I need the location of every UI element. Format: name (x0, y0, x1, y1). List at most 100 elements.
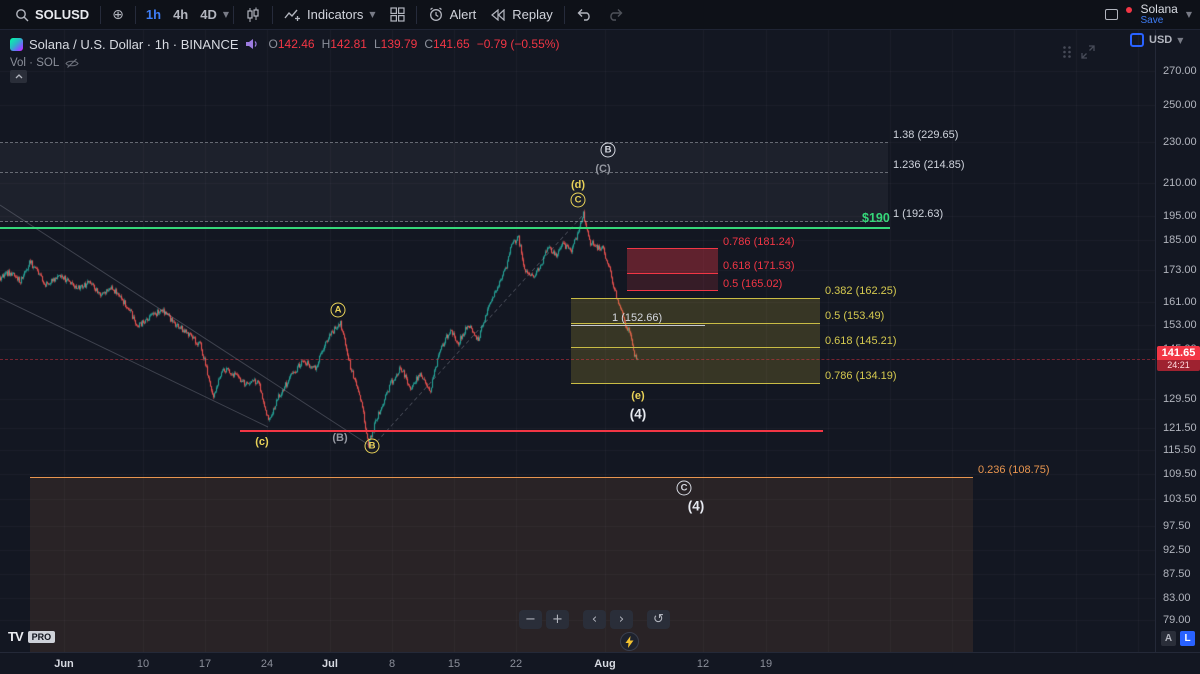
eye-hidden-icon[interactable] (65, 58, 79, 69)
fib-yellow-label: 0.786 (134.19) (825, 370, 897, 383)
time-axis[interactable]: Jun 10 17 24 Jul 8 15 22 Aug 12 19 (0, 652, 1200, 674)
last-price-line (0, 358, 1155, 360)
save-button[interactable]: Save (1140, 14, 1164, 26)
wave-label[interactable]: C (676, 480, 692, 496)
fib-yellow-line (571, 297, 820, 299)
fib-inner-line (571, 325, 705, 327)
volume-indicator-label[interactable]: Vol · SOL (10, 57, 60, 69)
chart-style-button[interactable] (238, 3, 268, 27)
replay-label: Replay (512, 7, 553, 22)
price-axis-label: 129.50 (1163, 393, 1197, 406)
price-axis-label: 87.50 (1163, 568, 1191, 581)
log-scale-button[interactable]: L (1180, 631, 1195, 646)
chart-legend: Solana / U.S. Dollar · 1h · BINANCE O142… (10, 35, 559, 70)
wave-label[interactable]: B (600, 142, 616, 158)
price-axis[interactable]: 141.65 24:21 A L 270.00 250.00 230.00 210.0… (1155, 30, 1200, 652)
open-value: 142.46 (277, 37, 315, 51)
time-axis-label: Aug (594, 658, 616, 670)
alert-price-label: $190 (862, 210, 890, 225)
unsaved-changes-dot (1126, 6, 1133, 13)
tv-logo-mark: TV (8, 629, 24, 644)
change-value: −0.79 (−0.55%) (476, 37, 560, 51)
fib-yellow-line (571, 347, 820, 349)
currency-label: USD (1149, 34, 1173, 46)
pane-maximize-icon[interactable] (1081, 45, 1095, 59)
reset-chart-button[interactable]: ↺ (647, 610, 670, 629)
pane-drag-handle-icon[interactable] (1062, 45, 1072, 59)
currency-selector[interactable]: USD ▼ (1130, 33, 1183, 47)
fib-extension-zone (0, 142, 888, 222)
interval-4h[interactable]: 4h (173, 7, 189, 22)
quick-trade-button[interactable] (620, 632, 639, 651)
scroll-left-button[interactable]: ‹ (583, 610, 606, 629)
interval-menu-caret[interactable]: ▼ (222, 10, 230, 19)
toolbar-divider (272, 5, 274, 24)
fib-orange-label: 0.236 (108.75) (978, 464, 1050, 477)
alert-label: Alert (449, 7, 477, 22)
fib-extension-label: 1.38 (229.65) (893, 128, 959, 141)
trendline[interactable] (0, 204, 373, 448)
candlestick-icon (247, 7, 259, 22)
wave-label[interactable]: (C) (595, 163, 611, 175)
indicators-label: Indicators (307, 7, 364, 22)
wave-label[interactable]: C (570, 192, 586, 208)
high-value: 142.81 (330, 37, 367, 51)
zoom-in-button[interactable]: + (546, 610, 569, 629)
price-axis-label: 195.00 (1163, 210, 1197, 223)
wave-label[interactable]: (e) (631, 390, 645, 402)
price-axis-label: 92.50 (1163, 543, 1191, 556)
scroll-right-button[interactable]: › (610, 610, 633, 629)
wave-label[interactable]: B (364, 438, 380, 454)
price-axis-label: 185.00 (1163, 233, 1197, 246)
alert-price-line (0, 226, 890, 229)
alert-button[interactable]: Alert (421, 3, 484, 27)
interval-1h[interactable]: 1h (145, 7, 162, 22)
chart-pane: 1.38 (229.65) 1.236 (214.85) 1 (192.63) $19… (0, 30, 1155, 652)
compare-add-icon[interactable]: ⊕ (112, 6, 124, 23)
undo-button[interactable] (569, 3, 600, 27)
tradingview-logo[interactable]: TV PRO (8, 629, 56, 644)
toolbar-divider (415, 5, 417, 24)
high-label: H (321, 37, 331, 51)
pane-tools (1062, 45, 1095, 59)
time-axis-label: 15 (447, 658, 461, 670)
fib-inner-label: 1 (152.66) (612, 311, 663, 324)
fib-orange-zone (30, 477, 973, 652)
popout-window-icon[interactable] (1105, 9, 1119, 20)
replay-rewind-icon (491, 8, 505, 21)
time-axis-label: 10 (136, 658, 150, 670)
interval-4d[interactable]: 4D (200, 7, 217, 22)
wave-label[interactable]: (4) (687, 498, 705, 514)
price-axis-label: 230.00 (1163, 136, 1197, 149)
layout-menu-caret[interactable]: ▼ (1185, 10, 1192, 19)
currency-caret: ▼ (1177, 35, 1184, 45)
fib-extension-label: 1.236 (214.85) (893, 158, 965, 171)
time-axis-label: 24 (260, 658, 274, 670)
time-axis-label: Jul (322, 658, 338, 670)
legend-collapse-button[interactable] (10, 70, 27, 83)
zoom-out-button[interactable]: − (519, 610, 542, 629)
symbol-search[interactable]: SOLUSD (8, 3, 96, 27)
wave-label[interactable]: (B) (332, 432, 348, 444)
wave-label[interactable]: A (330, 302, 346, 318)
replay-button[interactable]: Replay (483, 3, 559, 27)
trendline[interactable] (371, 214, 584, 448)
indicator-templates-button[interactable] (383, 3, 412, 27)
redo-button[interactable] (600, 3, 631, 27)
layout-menu[interactable]: Solana Save (1140, 3, 1177, 26)
wave-label[interactable]: (c) (255, 436, 269, 448)
trendline[interactable] (0, 297, 269, 428)
solana-logo-icon (10, 37, 23, 51)
auto-scale-button[interactable]: A (1161, 631, 1176, 646)
wave-label[interactable]: (d) (570, 179, 586, 191)
indicators-caret: ▼ (369, 10, 376, 19)
price-axis-label: 161.00 (1163, 295, 1197, 308)
indicators-button[interactable]: Indicators ▼ (277, 3, 383, 27)
speaker-icon[interactable] (245, 38, 259, 50)
fib-red-line (627, 248, 718, 250)
legend-symbol-title[interactable]: Solana / U.S. Dollar · 1h · BINANCE (29, 36, 239, 52)
price-axis-label: 97.50 (1163, 520, 1191, 533)
chart-canvas[interactable] (0, 30, 1155, 652)
wave-label[interactable]: (4) (629, 406, 647, 422)
fib-red-band (627, 273, 718, 291)
